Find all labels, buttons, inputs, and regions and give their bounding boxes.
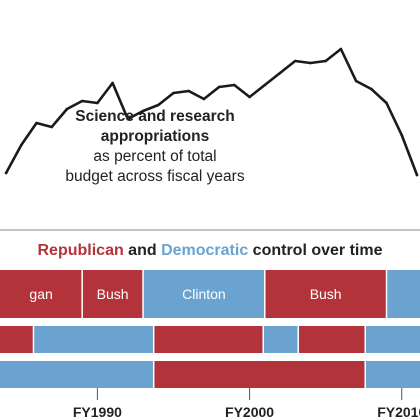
data-point	[400, 133, 404, 137]
data-point	[415, 173, 419, 177]
data-point	[263, 83, 267, 87]
republican-label: Republican	[37, 242, 124, 259]
x-axis-ticks: FY1990 FY2000 FY2010	[73, 388, 420, 420]
data-point	[35, 121, 38, 125]
data-point	[248, 95, 251, 99]
science-appropriations-line	[4, 47, 419, 177]
democratic-label: Democratic	[161, 242, 249, 259]
president-label: gan	[29, 286, 52, 302]
data-point	[65, 107, 69, 111]
data-point	[187, 89, 190, 93]
data-point	[50, 125, 54, 129]
annotation-line-1: Science and research	[75, 108, 235, 125]
senate-republican-segment	[298, 326, 366, 353]
senate-republican-segment	[153, 326, 264, 353]
data-point	[233, 83, 236, 87]
data-point	[172, 91, 175, 95]
trend-line-group	[4, 47, 419, 177]
senate-democratic-segment	[33, 326, 154, 353]
data-point	[4, 171, 8, 175]
control-bars: gan Bush Clinton Bush	[0, 270, 420, 388]
data-point	[156, 103, 160, 107]
presidency-democratic-segment	[386, 270, 420, 318]
tick-label: FY1990	[73, 404, 122, 420]
data-point	[217, 85, 221, 89]
data-point	[278, 71, 282, 75]
data-point	[385, 101, 388, 105]
president-label: Clinton	[182, 286, 226, 302]
data-point	[370, 87, 373, 91]
senate-republican-segment	[0, 326, 34, 353]
president-label: Bush	[310, 286, 342, 302]
house-democratic-segment	[365, 361, 420, 388]
senate-democratic-segment	[263, 326, 299, 353]
house-republican-segment	[153, 361, 366, 388]
control-title: Republican and Democratic control over t…	[0, 242, 420, 260]
data-point	[339, 47, 343, 51]
data-point	[111, 81, 114, 85]
chart-annotation: Science and research appropriations as p…	[30, 107, 280, 187]
and-label: and	[123, 242, 162, 259]
presidency-democratic-segment	[143, 270, 265, 318]
data-point	[141, 109, 145, 113]
data-point	[324, 59, 327, 63]
data-point	[354, 79, 358, 83]
president-label: Bush	[97, 286, 129, 302]
presidency-republican-segment	[82, 270, 144, 318]
data-point	[96, 101, 99, 105]
presidency-republican-segment	[0, 270, 83, 318]
presidency-republican-segment	[264, 270, 387, 318]
house-democratic-segment	[0, 361, 154, 388]
tick-label: FY2010	[377, 404, 420, 420]
annotation-line-2: appropriations	[100, 128, 210, 145]
control-title-rest: control over time	[248, 242, 383, 259]
senate-democratic-segment	[365, 326, 420, 353]
data-point	[20, 143, 23, 147]
tick-label: FY2000	[225, 404, 274, 420]
data-point	[309, 61, 312, 65]
data-point	[293, 59, 297, 63]
annotation-line-4: budget across fiscal years	[65, 168, 245, 185]
data-point	[202, 97, 206, 101]
data-point	[126, 117, 130, 121]
data-point	[80, 99, 84, 103]
annotation-line-3: as percent of total	[93, 148, 217, 165]
